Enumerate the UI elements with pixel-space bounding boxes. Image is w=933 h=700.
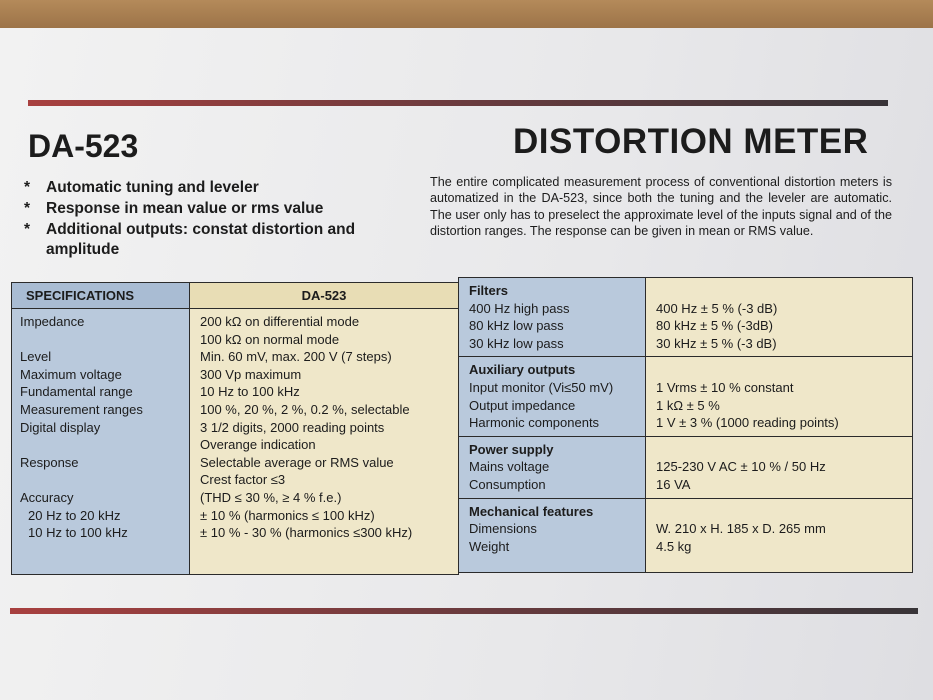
spec-label: 10 Hz to 100 kHz <box>28 525 128 541</box>
background-wood <box>0 0 933 30</box>
spacer <box>656 361 912 379</box>
section-value: 1 Vrms ± 10 % constant <box>656 379 794 395</box>
title: DISTORTION METER <box>513 122 869 161</box>
section-title: Mechanical features <box>469 503 594 519</box>
spec-value: 100 %, 20 %, 2 %, 0.2 %, selectable <box>200 401 410 417</box>
spec-label: Measurement ranges <box>20 401 143 417</box>
section-label: Output impedance <box>469 397 576 413</box>
section-value: 80 kHz ± 5 % (-3dB) <box>656 318 773 334</box>
section-labels: Auxiliary outputs Input monitor (Vi≤50 mV… <box>459 357 646 436</box>
section-label: Harmonic components <box>469 415 600 431</box>
spec-label: Maximum voltage <box>20 366 122 382</box>
section-values: 1 Vrms ± 10 % constant 1 kΩ ± 5 % 1 V ± 3 … <box>646 357 912 436</box>
section-values: W. 210 x H. 185 x D. 265 mm 4.5 kg <box>646 498 912 572</box>
section-label: 30 kHz low pass <box>469 335 564 351</box>
section-label: Dimensions <box>469 521 537 537</box>
spec-label: Fundamental range <box>20 384 133 400</box>
section: Power supply Mains voltage Consumption 125-… <box>459 436 912 499</box>
spec-label: Impedance <box>20 314 85 329</box>
section-values: 400 Hz ± 5 % (-3 dB) 80 kHz ± 5 % (-3dB) 3… <box>646 278 912 357</box>
feature: * Automatic tuning and leveler <box>24 178 414 198</box>
bullet: * <box>24 221 31 238</box>
header: SPECIFICATIONS <box>12 283 189 309</box>
section-title: Power supply <box>469 441 554 457</box>
spec-value: 100 kΩ on normal mode <box>200 331 340 347</box>
spec-value: 200 kΩ on differential mode <box>200 314 360 329</box>
feature: * Response in mean value or rms value <box>24 199 414 219</box>
spec-value: (THD ≤ 30 %, ≥ 4 % f.e.) <box>200 489 342 505</box>
section-value: 125-230 V AC ± 10 % / 50 Hz <box>656 459 826 475</box>
spec-value: ± 10 % - 30 % (harmonics ≤300 kHz) <box>200 525 413 541</box>
section-labels: Mechanical features Dimensions Weight <box>459 498 646 572</box>
section-label: 400 Hz high pass <box>469 300 570 316</box>
spec-label: 20 Hz to 20 kHz <box>28 507 121 523</box>
value-column: DA-523 200 kΩ on differential mode 100 kΩ … <box>190 283 458 574</box>
section-labels: Power supply Mains voltage Consumption <box>459 436 646 498</box>
section-value: 1 kΩ ± 5 % <box>656 397 720 413</box>
section-label: Consumption <box>469 476 546 492</box>
bullet: * <box>24 179 31 196</box>
description: The entire complicated measurement proce… <box>430 175 892 238</box>
label-column: SPECIFICATIONS Impedance Level Maximum volt… <box>12 283 190 574</box>
section-label: Weight <box>469 538 510 554</box>
rule <box>28 100 888 106</box>
spec-value: 3 1/2 digits, 2000 reading points <box>200 419 385 435</box>
features: * Automatic tuning and leveler * Response i… <box>24 178 414 261</box>
model: DA-523 <box>28 128 139 164</box>
section-table: Filters 400 Hz high pass 80 kHz low pass 30… <box>458 277 913 573</box>
feature-text: Response in mean value or rms value <box>46 200 324 217</box>
header: DA-523 <box>190 283 458 309</box>
spec-label: Response <box>20 454 79 470</box>
section: Filters 400 Hz high pass 80 kHz low pass 30… <box>459 278 912 358</box>
section-value: 30 kHz ± 5 % (-3 dB) <box>656 335 777 351</box>
section: Mechanical features Dimensions Weight W. 21… <box>459 498 912 572</box>
section-value: 1 V ± 3 % (1000 reading points) <box>656 415 839 431</box>
spec-value: 10 Hz to 100 kHz <box>200 384 300 400</box>
feature-text: Automatic tuning and leveler <box>46 179 259 196</box>
spacer <box>20 471 189 489</box>
section-labels: Filters 400 Hz high pass 80 kHz low pass 30… <box>459 278 646 357</box>
section-values: 125-230 V AC ± 10 % / 50 Hz 16 VA <box>646 436 912 498</box>
spec-table: SPECIFICATIONS Impedance Level Maximum volt… <box>11 282 459 575</box>
spec-value: Overange indication <box>200 437 316 453</box>
spacer <box>656 503 912 521</box>
spec-label: Digital display <box>20 419 101 435</box>
section: Auxiliary outputs Input monitor (Vi≤50 mV… <box>459 357 912 437</box>
section-value: 400 Hz ± 5 % (-3 dB) <box>656 300 778 316</box>
section-value: W. 210 x H. 185 x D. 265 mm <box>656 521 826 537</box>
feature-text: Additional outputs: constat distortion a… <box>46 221 356 258</box>
spec-label: Accuracy <box>20 489 74 505</box>
spec-value: Min. 60 mV, max. 200 V (7 steps) <box>200 349 392 365</box>
section-title: Auxiliary outputs <box>469 362 576 378</box>
spec-value: Selectable average or RMS value <box>200 454 394 470</box>
spec-value: Crest factor ≤3 <box>200 472 286 488</box>
section-label: 80 kHz low pass <box>469 318 564 334</box>
spec-label: Level <box>20 349 52 365</box>
spacer <box>656 441 912 459</box>
section-title: Filters <box>469 283 509 298</box>
spacer <box>20 436 189 454</box>
labels: Impedance Level Maximum voltage Fundamental… <box>12 309 189 542</box>
spacer <box>20 331 189 349</box>
spacer <box>656 282 912 300</box>
spec-value: 300 Vp maximum <box>200 366 302 382</box>
rule <box>10 608 918 614</box>
bullet: * <box>24 200 31 217</box>
section-label: Mains voltage <box>469 459 550 475</box>
section-label: Input monitor (Vi≤50 mV) <box>469 379 614 395</box>
section-value: 4.5 kg <box>656 538 692 554</box>
values: 200 kΩ on differential mode 100 kΩ on nor… <box>190 309 458 542</box>
feature: * Additional outputs: constat distortion … <box>24 220 414 260</box>
section-value: 16 VA <box>656 476 691 492</box>
spec-value: ± 10 % (harmonics ≤ 100 kHz) <box>200 507 375 523</box>
